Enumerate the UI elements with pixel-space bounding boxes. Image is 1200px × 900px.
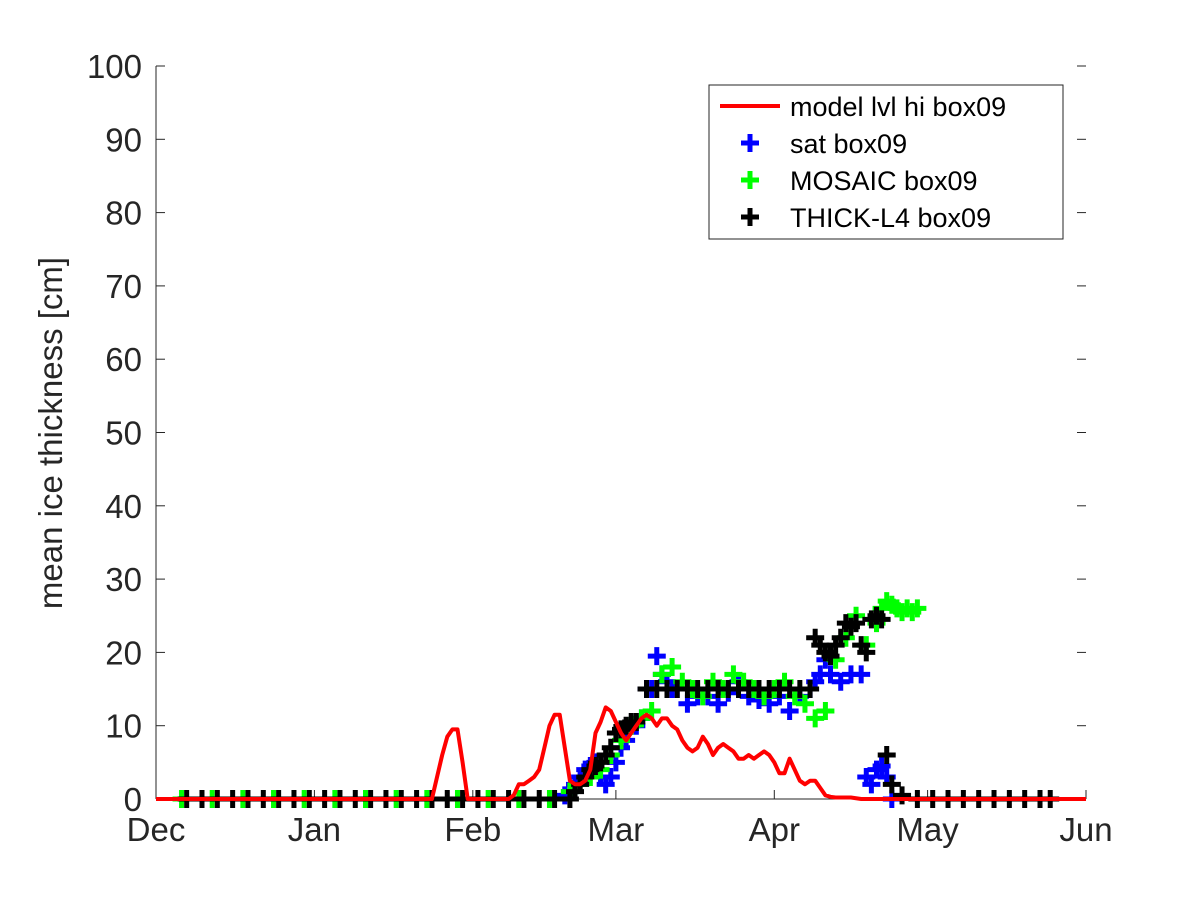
- data-point: [647, 647, 666, 666]
- data-point: [514, 790, 533, 808]
- y-tick-label: 20: [105, 634, 142, 671]
- series-layer: [156, 592, 1086, 808]
- legend-label: model lvl hi box09: [790, 92, 1006, 122]
- legend-item: THICK-L4 box09: [741, 203, 991, 233]
- data-point: [545, 790, 564, 808]
- data-point: [872, 757, 891, 776]
- data-point: [821, 665, 840, 684]
- x-tick-label: May: [896, 811, 959, 848]
- legend-item: sat box09: [741, 129, 907, 159]
- legend-swatch-marker: [741, 134, 759, 152]
- data-point: [821, 647, 840, 666]
- legend-item: model lvl hi box09: [720, 92, 1006, 122]
- data-point: [601, 738, 620, 757]
- legend-label: THICK-L4 box09: [790, 203, 991, 233]
- legend-item: MOSAIC box09: [741, 166, 978, 196]
- legend-box: [708, 84, 1064, 240]
- data-point: [780, 702, 799, 721]
- legend-label: sat box09: [790, 129, 907, 159]
- legend-swatch-marker: [741, 171, 759, 189]
- data-point: [652, 665, 671, 684]
- y-tick-label: 70: [105, 268, 142, 305]
- x-tick-label: Mar: [587, 811, 644, 848]
- series-line: [156, 705, 1086, 801]
- y-axis-label: mean ice thickness [cm]: [32, 257, 69, 609]
- y-tick-label: 50: [105, 415, 142, 452]
- legend-items: model lvl hi box09 sat box09 MOSAIC box09 T…: [720, 92, 1006, 233]
- y-ticks: 0 10 20 30 40 50 60 70 80 90 100: [87, 48, 1086, 818]
- series-model-lvl-hi-box09: [156, 705, 1086, 801]
- data-point: [908, 599, 927, 618]
- x-tick-label: Apr: [749, 811, 800, 848]
- data-point: [893, 786, 912, 805]
- data-point: [801, 680, 820, 699]
- data-point: [831, 672, 850, 691]
- y-tick-label: 60: [105, 341, 142, 378]
- data-point: [831, 628, 850, 647]
- data-point: [852, 665, 871, 684]
- y-tick-label: 30: [105, 561, 142, 598]
- x-ticks: Dec Jan Feb Mar Apr May Jun: [127, 790, 1113, 848]
- y-tick-label: 10: [105, 708, 142, 745]
- data-point: [438, 790, 457, 808]
- data-point: [806, 709, 825, 728]
- x-tick-label: Jan: [288, 811, 341, 848]
- x-tick-label: Jun: [1059, 811, 1112, 848]
- legend-label: MOSAIC box09: [790, 166, 978, 196]
- series-sat-box09: [555, 647, 901, 808]
- data-point: [816, 702, 835, 721]
- data-point: [857, 643, 876, 662]
- data-point: [877, 746, 896, 765]
- data-point: [724, 665, 743, 684]
- y-tick-label: 0: [124, 781, 142, 818]
- x-tick-label: Feb: [444, 811, 501, 848]
- data-point: [862, 775, 881, 794]
- y-tick-label: 40: [105, 488, 142, 525]
- plot-area: 0 10 20 30 40 50 60 70 80 90 100 Dec Jan Feb Mar Apr Ma…: [87, 48, 1113, 848]
- y-tick-label: 80: [105, 195, 142, 232]
- data-point: [601, 768, 620, 787]
- data-point: [663, 658, 682, 677]
- x-tick-label: Dec: [127, 811, 186, 848]
- data-point: [872, 610, 891, 629]
- y-tick-label: 90: [105, 121, 142, 158]
- data-point: [795, 694, 814, 713]
- data-point: [530, 790, 549, 808]
- y-tick-label: 100: [87, 48, 142, 85]
- series-mosaic-box09: [172, 592, 927, 808]
- data-point: [882, 775, 901, 794]
- data-point: [847, 614, 866, 633]
- legend-swatch-marker: [741, 208, 759, 226]
- legend: model lvl hi box09 sat box09 MOSAIC box09 T…: [708, 84, 1064, 240]
